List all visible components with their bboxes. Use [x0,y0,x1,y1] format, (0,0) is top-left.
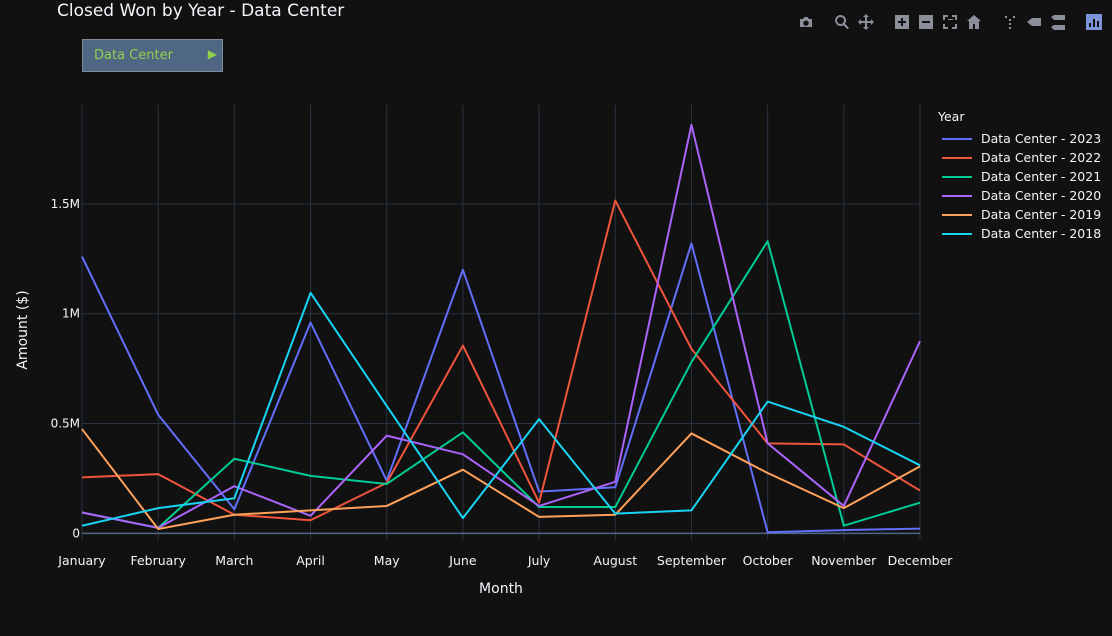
legend-item[interactable]: Data Center - 2021 [938,167,1101,186]
zoom-in-icon[interactable] [892,12,912,32]
x-tick-label: July [527,553,551,568]
dropdown-arrow-icon: ▶ [207,47,217,61]
spike-lines-icon[interactable] [1000,12,1020,32]
category-dropdown[interactable]: Data Center ▶ [82,39,223,72]
zoom-out-icon[interactable] [916,12,936,32]
legend-label: Data Center - 2021 [981,169,1102,184]
series-line[interactable] [81,123,921,529]
series-line[interactable] [81,242,921,534]
legend-swatch [942,232,972,235]
pan-icon[interactable] [856,12,876,32]
legend-item[interactable]: Data Center - 2023 [938,129,1101,148]
legend-swatch [942,213,972,216]
reset-axes-icon[interactable] [964,12,984,32]
y-axis-label: Amount ($) [15,290,31,369]
legend-label: Data Center - 2023 [981,131,1102,146]
legend-item[interactable]: Data Center - 2019 [938,205,1101,224]
x-tick-label: November [811,553,877,568]
camera-icon[interactable] [796,12,816,32]
legend-swatch [942,137,972,140]
zoom-icon[interactable] [832,12,852,32]
series-lines [81,123,921,534]
legend-item[interactable]: Data Center - 2018 [938,224,1101,243]
y-tick-label: 0 [72,526,80,540]
legend-label: Data Center - 2018 [981,226,1102,241]
x-tick-label: April [296,553,325,568]
legend-label: Data Center - 2019 [981,207,1102,222]
y-tick-label: 1.5M [51,197,80,211]
x-tick-label: June [448,553,477,568]
x-tick-label: March [215,553,253,568]
series-line[interactable] [81,428,921,531]
legend-title: Year [938,109,965,124]
legend-swatch [942,156,972,159]
x-tick-label: October [743,553,794,568]
x-tick-label: January [57,553,106,568]
legend: Year Data Center - 2023 Data Center - 202… [938,109,1101,243]
hover-closest-icon[interactable] [1024,12,1044,32]
hover-compare-icon[interactable] [1048,12,1068,32]
x-tick-label: December [888,553,954,568]
series-line[interactable] [81,291,921,527]
x-axis-label: Month [479,581,523,597]
plotly-logo-icon[interactable] [1084,12,1104,32]
legend-item[interactable]: Data Center - 2020 [938,186,1101,205]
dropdown-selected-label: Data Center [94,48,173,63]
x-tick-label: August [593,553,637,568]
y-axis: 0 0.5M 1M 1.5M [51,197,80,541]
chart-title: Closed Won by Year - Data Center [57,1,345,21]
x-tick-label: May [374,553,400,568]
legend-swatch [942,194,972,197]
modebar-toolbar [796,12,1104,32]
x-axis: January February March April May June July Augu… [57,553,953,568]
x-tick-label: September [657,553,727,568]
legend-swatch [942,175,972,178]
y-tick-label: 1M [62,307,80,321]
legend-item[interactable]: Data Center - 2022 [938,148,1101,167]
series-line[interactable] [81,199,921,522]
autoscale-icon[interactable] [940,12,960,32]
x-tick-label: February [130,553,186,568]
legend-label: Data Center - 2022 [981,150,1102,165]
legend-label: Data Center - 2020 [981,188,1102,203]
grid-lines [81,105,921,540]
y-tick-label: 0.5M [51,417,80,431]
